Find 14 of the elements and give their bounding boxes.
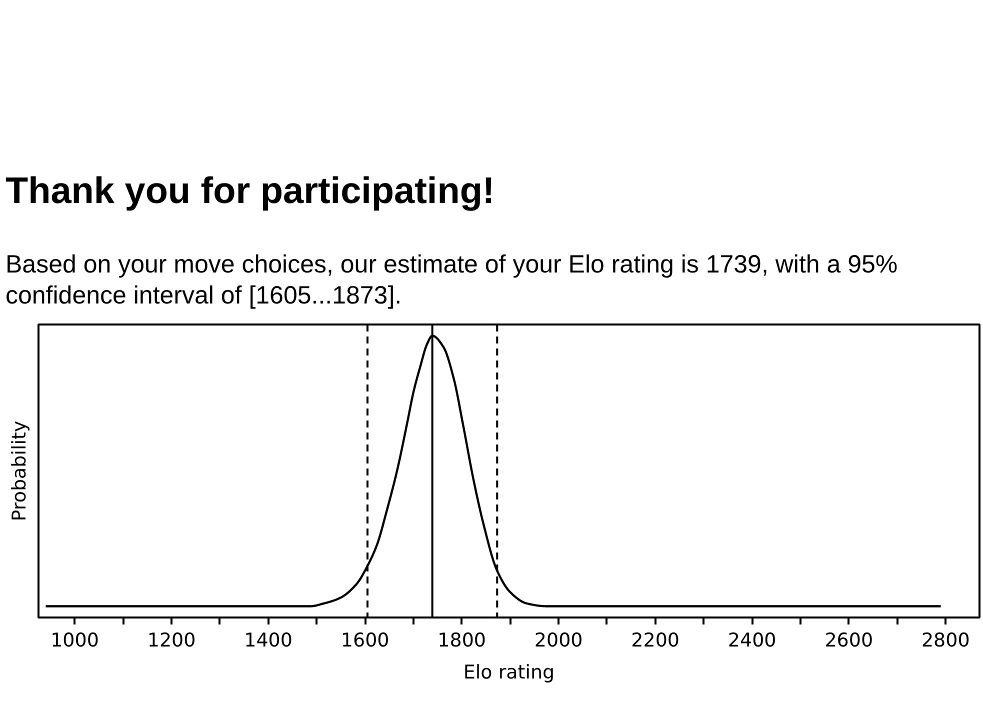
x-tick-label: 2800: [921, 630, 970, 652]
x-tick-label: 1000: [50, 630, 99, 652]
chart-subtitle: Based on your move choices, our estimate of your Elo rating is 1739, with a 95% confidence interval of [1605...1873].: [6, 250, 898, 310]
x-tick-label: 2000: [534, 630, 583, 652]
x-tick-label: 1400: [244, 630, 292, 652]
y-axis-title: Probability: [8, 420, 30, 522]
x-tick-label: 2400: [728, 630, 776, 652]
x-tick-label: 2600: [824, 630, 874, 652]
x-tick-label: 2200: [631, 630, 680, 652]
x-tick-label: 1600: [340, 630, 390, 652]
x-tick-label: 1800: [438, 630, 486, 652]
x-tick-label: 1200: [147, 630, 196, 652]
chart-title: Thank you for participating!: [6, 170, 495, 211]
x-axis-title: Elo rating: [463, 662, 555, 684]
